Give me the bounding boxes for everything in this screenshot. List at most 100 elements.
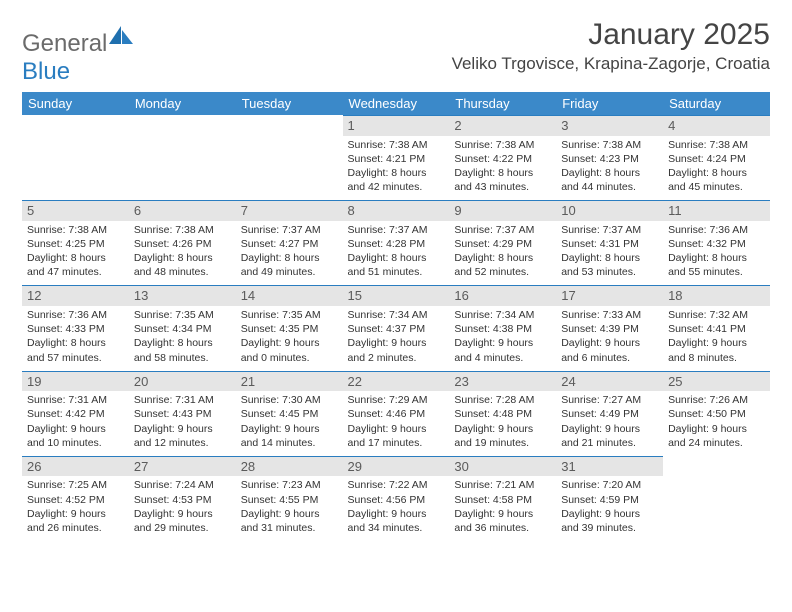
sunrise-line: Sunrise: 7:28 AM	[454, 393, 551, 407]
day-detail: Sunrise: 7:31 AMSunset: 4:43 PMDaylight:…	[129, 391, 236, 456]
calendar-cell: 24Sunrise: 7:27 AMSunset: 4:49 PMDayligh…	[556, 371, 663, 456]
calendar-cell: 6Sunrise: 7:38 AMSunset: 4:26 PMDaylight…	[129, 200, 236, 285]
sunset-line: Sunset: 4:41 PM	[668, 322, 765, 336]
sunset-line: Sunset: 4:55 PM	[241, 493, 338, 507]
day-detail: Sunrise: 7:38 AMSunset: 4:22 PMDaylight:…	[449, 136, 556, 201]
day-detail: Sunrise: 7:25 AMSunset: 4:52 PMDaylight:…	[22, 476, 129, 541]
calendar-cell: 23Sunrise: 7:28 AMSunset: 4:48 PMDayligh…	[449, 371, 556, 456]
calendar-cell: 7Sunrise: 7:37 AMSunset: 4:27 PMDaylight…	[236, 200, 343, 285]
daylight-line: Daylight: 8 hours and 44 minutes.	[561, 166, 658, 194]
sunrise-line: Sunrise: 7:29 AM	[348, 393, 445, 407]
calendar-cell: 31Sunrise: 7:20 AMSunset: 4:59 PMDayligh…	[556, 456, 663, 541]
title-block: January 2025 Veliko Trgovisce, Krapina-Z…	[452, 18, 770, 74]
calendar-cell: 26Sunrise: 7:25 AMSunset: 4:52 PMDayligh…	[22, 456, 129, 541]
sunrise-line: Sunrise: 7:25 AM	[27, 478, 124, 492]
sunrise-line: Sunrise: 7:37 AM	[561, 223, 658, 237]
calendar-cell: 5Sunrise: 7:38 AMSunset: 4:25 PMDaylight…	[22, 200, 129, 285]
calendar-body: 1Sunrise: 7:38 AMSunset: 4:21 PMDaylight…	[22, 115, 770, 541]
sunset-line: Sunset: 4:43 PM	[134, 407, 231, 421]
day-number: 20	[129, 371, 236, 392]
sunrise-line: Sunrise: 7:38 AM	[454, 138, 551, 152]
day-detail: Sunrise: 7:22 AMSunset: 4:56 PMDaylight:…	[343, 476, 450, 541]
sunrise-line: Sunrise: 7:31 AM	[27, 393, 124, 407]
day-number: 9	[449, 200, 556, 221]
sunrise-line: Sunrise: 7:22 AM	[348, 478, 445, 492]
day-number: 4	[663, 115, 770, 136]
daylight-line: Daylight: 8 hours and 45 minutes.	[668, 166, 765, 194]
daylight-line: Daylight: 8 hours and 52 minutes.	[454, 251, 551, 279]
dayname-header: Tuesday	[236, 92, 343, 115]
day-number: 28	[236, 456, 343, 477]
daylight-line: Daylight: 8 hours and 48 minutes.	[134, 251, 231, 279]
sunset-line: Sunset: 4:42 PM	[27, 407, 124, 421]
day-number: 7	[236, 200, 343, 221]
sunrise-line: Sunrise: 7:35 AM	[134, 308, 231, 322]
day-number: 17	[556, 285, 663, 306]
day-detail: Sunrise: 7:35 AMSunset: 4:35 PMDaylight:…	[236, 306, 343, 371]
sunset-line: Sunset: 4:53 PM	[134, 493, 231, 507]
sunrise-line: Sunrise: 7:36 AM	[668, 223, 765, 237]
daylight-line: Daylight: 9 hours and 8 minutes.	[668, 336, 765, 364]
day-number: 16	[449, 285, 556, 306]
daylight-line: Daylight: 8 hours and 53 minutes.	[561, 251, 658, 279]
sunrise-line: Sunrise: 7:20 AM	[561, 478, 658, 492]
sunset-line: Sunset: 4:39 PM	[561, 322, 658, 336]
sunset-line: Sunset: 4:48 PM	[454, 407, 551, 421]
calendar-cell-empty	[129, 115, 236, 200]
calendar-cell: 27Sunrise: 7:24 AMSunset: 4:53 PMDayligh…	[129, 456, 236, 541]
calendar-cell: 10Sunrise: 7:37 AMSunset: 4:31 PMDayligh…	[556, 200, 663, 285]
daylight-line: Daylight: 9 hours and 36 minutes.	[454, 507, 551, 535]
sunset-line: Sunset: 4:35 PM	[241, 322, 338, 336]
day-detail: Sunrise: 7:24 AMSunset: 4:53 PMDaylight:…	[129, 476, 236, 541]
sunrise-line: Sunrise: 7:38 AM	[561, 138, 658, 152]
day-number: 22	[343, 371, 450, 392]
daylight-line: Daylight: 8 hours and 43 minutes.	[454, 166, 551, 194]
daylight-line: Daylight: 9 hours and 10 minutes.	[27, 422, 124, 450]
day-detail: Sunrise: 7:32 AMSunset: 4:41 PMDaylight:…	[663, 306, 770, 371]
day-number: 21	[236, 371, 343, 392]
logo-word2: Blue	[22, 58, 70, 85]
sunset-line: Sunset: 4:27 PM	[241, 237, 338, 251]
calendar-cell: 8Sunrise: 7:37 AMSunset: 4:28 PMDaylight…	[343, 200, 450, 285]
calendar-cell: 9Sunrise: 7:37 AMSunset: 4:29 PMDaylight…	[449, 200, 556, 285]
day-number: 24	[556, 371, 663, 392]
sunset-line: Sunset: 4:21 PM	[348, 152, 445, 166]
day-detail: Sunrise: 7:37 AMSunset: 4:31 PMDaylight:…	[556, 221, 663, 286]
day-detail: Sunrise: 7:38 AMSunset: 4:26 PMDaylight:…	[129, 221, 236, 286]
day-number: 29	[343, 456, 450, 477]
sunset-line: Sunset: 4:23 PM	[561, 152, 658, 166]
calendar-cell: 20Sunrise: 7:31 AMSunset: 4:43 PMDayligh…	[129, 371, 236, 456]
sunset-line: Sunset: 4:38 PM	[454, 322, 551, 336]
day-detail: Sunrise: 7:34 AMSunset: 4:37 PMDaylight:…	[343, 306, 450, 371]
daylight-line: Daylight: 8 hours and 51 minutes.	[348, 251, 445, 279]
daylight-line: Daylight: 9 hours and 31 minutes.	[241, 507, 338, 535]
sunset-line: Sunset: 4:24 PM	[668, 152, 765, 166]
sunrise-line: Sunrise: 7:26 AM	[668, 393, 765, 407]
day-detail: Sunrise: 7:38 AMSunset: 4:23 PMDaylight:…	[556, 136, 663, 201]
daylight-line: Daylight: 9 hours and 21 minutes.	[561, 422, 658, 450]
day-detail: Sunrise: 7:37 AMSunset: 4:29 PMDaylight:…	[449, 221, 556, 286]
calendar-cell: 19Sunrise: 7:31 AMSunset: 4:42 PMDayligh…	[22, 371, 129, 456]
calendar-cell-empty	[663, 456, 770, 541]
sunset-line: Sunset: 4:58 PM	[454, 493, 551, 507]
calendar-cell: 3Sunrise: 7:38 AMSunset: 4:23 PMDaylight…	[556, 115, 663, 200]
calendar-row: 1Sunrise: 7:38 AMSunset: 4:21 PMDaylight…	[22, 115, 770, 200]
sunrise-line: Sunrise: 7:38 AM	[348, 138, 445, 152]
daylight-line: Daylight: 9 hours and 39 minutes.	[561, 507, 658, 535]
calendar-row: 19Sunrise: 7:31 AMSunset: 4:42 PMDayligh…	[22, 371, 770, 456]
day-number: 23	[449, 371, 556, 392]
day-detail: Sunrise: 7:20 AMSunset: 4:59 PMDaylight:…	[556, 476, 663, 541]
sunrise-line: Sunrise: 7:33 AM	[561, 308, 658, 322]
dayname-header: Saturday	[663, 92, 770, 115]
calendar-cell-empty	[22, 115, 129, 200]
dayname-header: Thursday	[449, 92, 556, 115]
calendar-cell: 30Sunrise: 7:21 AMSunset: 4:58 PMDayligh…	[449, 456, 556, 541]
day-detail: Sunrise: 7:37 AMSunset: 4:27 PMDaylight:…	[236, 221, 343, 286]
sunrise-line: Sunrise: 7:37 AM	[241, 223, 338, 237]
day-number: 12	[22, 285, 129, 306]
daylight-line: Daylight: 9 hours and 34 minutes.	[348, 507, 445, 535]
sunset-line: Sunset: 4:49 PM	[561, 407, 658, 421]
day-number: 11	[663, 200, 770, 221]
day-detail: Sunrise: 7:21 AMSunset: 4:58 PMDaylight:…	[449, 476, 556, 541]
daylight-line: Daylight: 8 hours and 49 minutes.	[241, 251, 338, 279]
